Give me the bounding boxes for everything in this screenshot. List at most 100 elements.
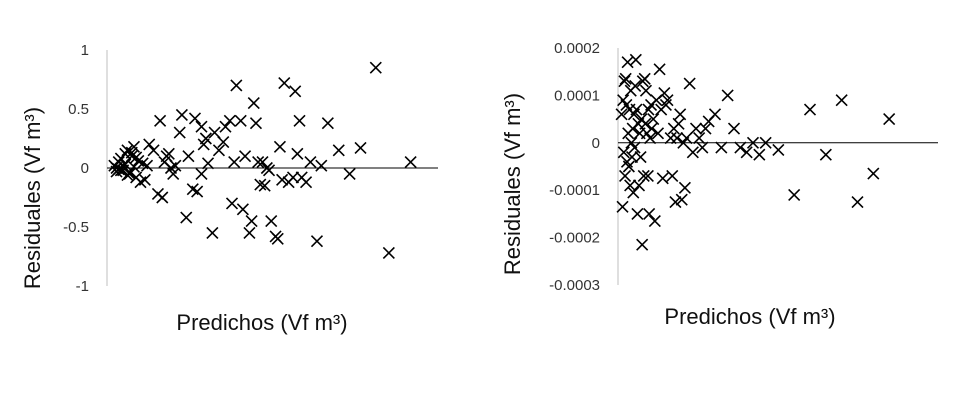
data-point bbox=[740, 146, 753, 159]
data-point bbox=[256, 156, 269, 169]
data-point bbox=[734, 141, 747, 154]
data-point bbox=[321, 117, 334, 130]
data-point bbox=[265, 215, 278, 228]
data-point bbox=[693, 131, 706, 145]
y-tick-label: -0.5 bbox=[63, 219, 89, 236]
y-tick-label: -0.0003 bbox=[549, 277, 600, 294]
data-point bbox=[369, 61, 382, 74]
data-point bbox=[727, 122, 741, 135]
data-point bbox=[249, 117, 263, 130]
right-scatter-chart: 0.0002 0.0001 0 -0.0001 -0.0002 -0.0003 Predi… bbox=[500, 40, 938, 329]
data-point bbox=[147, 144, 160, 157]
data-point bbox=[639, 117, 652, 130]
data-point bbox=[666, 169, 679, 183]
data-point bbox=[404, 156, 417, 169]
data-point bbox=[300, 176, 313, 189]
left-x-axis-title: Predichos (Vf m³) bbox=[176, 310, 347, 335]
data-point bbox=[315, 159, 328, 172]
data-point bbox=[648, 214, 661, 228]
data-point bbox=[680, 131, 693, 145]
data-point bbox=[636, 238, 649, 251]
data-point bbox=[121, 169, 134, 182]
data-point bbox=[721, 89, 734, 102]
data-point bbox=[641, 169, 654, 183]
data-point bbox=[656, 172, 669, 185]
data-point bbox=[651, 127, 665, 140]
data-point bbox=[674, 108, 687, 121]
data-point bbox=[212, 144, 225, 157]
data-point bbox=[708, 108, 722, 121]
data-point bbox=[138, 173, 151, 186]
data-point bbox=[332, 144, 345, 157]
data-point bbox=[670, 131, 684, 145]
data-point bbox=[182, 150, 195, 163]
data-point bbox=[643, 207, 656, 220]
data-point bbox=[645, 122, 658, 135]
data-point bbox=[629, 53, 642, 66]
data-point bbox=[191, 185, 204, 198]
data-point bbox=[647, 113, 660, 126]
data-point bbox=[180, 211, 193, 224]
data-point bbox=[243, 226, 256, 239]
data-point bbox=[252, 156, 265, 169]
data-point bbox=[271, 232, 284, 245]
data-point bbox=[664, 131, 677, 145]
data-point bbox=[234, 114, 247, 127]
data-point bbox=[625, 150, 639, 164]
data-point bbox=[247, 97, 260, 110]
data-point bbox=[162, 147, 175, 160]
data-point bbox=[140, 159, 154, 172]
data-point bbox=[173, 126, 186, 139]
data-point bbox=[851, 195, 864, 209]
data-point bbox=[678, 181, 691, 194]
right-y-tick-labels: 0.0002 0.0001 0 -0.0001 -0.0002 -0.0003 bbox=[549, 40, 600, 294]
data-point bbox=[621, 56, 634, 69]
data-point bbox=[615, 108, 628, 121]
data-point bbox=[286, 171, 300, 184]
data-point bbox=[883, 113, 896, 126]
data-point bbox=[245, 215, 258, 228]
data-point bbox=[867, 167, 880, 180]
right-y-axis-title: Residuales (Vf m³) bbox=[500, 93, 525, 275]
data-point bbox=[632, 179, 646, 192]
data-point bbox=[239, 150, 252, 163]
data-point bbox=[289, 85, 302, 98]
data-point bbox=[262, 164, 276, 177]
data-point bbox=[310, 235, 324, 248]
left-y-axis-title: Residuales (Vf m³) bbox=[20, 107, 45, 289]
data-point bbox=[696, 141, 709, 154]
data-point bbox=[230, 79, 243, 92]
data-point bbox=[689, 122, 703, 135]
data-point bbox=[672, 117, 685, 130]
data-point bbox=[219, 120, 232, 133]
data-point bbox=[669, 195, 682, 209]
data-point bbox=[276, 173, 289, 186]
data-point bbox=[156, 191, 169, 204]
data-point bbox=[629, 79, 642, 92]
data-point bbox=[819, 148, 832, 161]
data-point bbox=[236, 203, 249, 216]
data-point bbox=[117, 159, 130, 172]
data-point bbox=[644, 131, 657, 145]
data-point bbox=[201, 157, 215, 170]
data-point bbox=[639, 84, 653, 97]
data-point bbox=[753, 148, 766, 161]
data-point bbox=[217, 135, 230, 149]
y-tick-label: 0.5 bbox=[68, 101, 89, 118]
data-point bbox=[195, 167, 208, 180]
data-point bbox=[188, 112, 202, 125]
data-point bbox=[835, 94, 848, 107]
data-point bbox=[658, 86, 671, 100]
data-point bbox=[254, 178, 267, 191]
data-point bbox=[223, 114, 236, 127]
y-tick-label: 1 bbox=[81, 42, 89, 59]
y-tick-label: -1 bbox=[76, 278, 89, 295]
data-point bbox=[661, 94, 674, 107]
data-point bbox=[683, 77, 696, 90]
y-tick-label: 0 bbox=[81, 160, 89, 177]
data-point bbox=[653, 63, 666, 76]
data-point bbox=[627, 186, 640, 199]
data-point bbox=[746, 136, 760, 149]
right-data-points bbox=[615, 53, 896, 251]
data-point bbox=[617, 146, 630, 159]
